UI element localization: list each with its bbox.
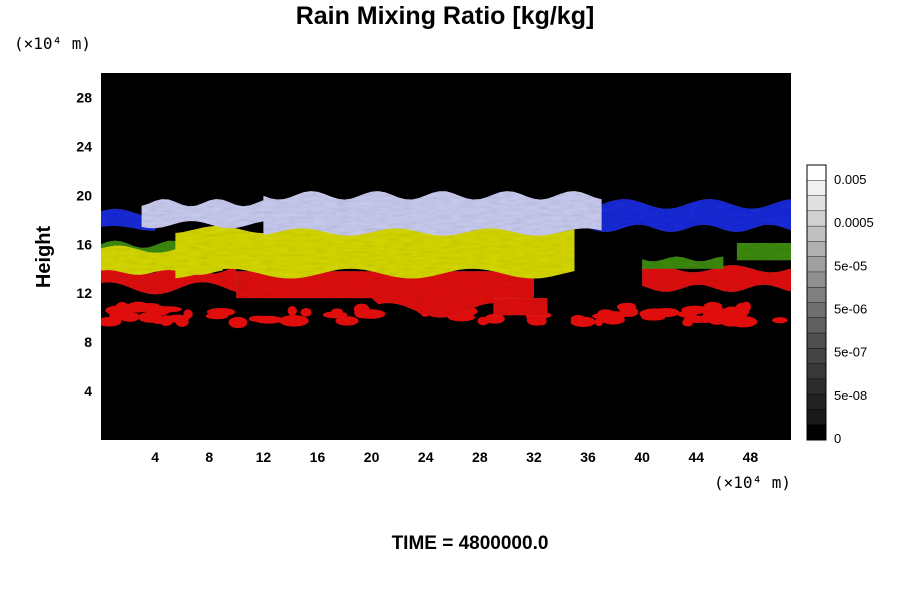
- red-cell: [640, 308, 669, 319]
- red-cell: [594, 317, 604, 327]
- red-cell: [538, 317, 547, 326]
- y-tick-label: 12: [76, 285, 92, 301]
- x-tick-label: 20: [364, 449, 380, 465]
- colorbar-tick-labels: 0.005 0.0005 5e-05 5e-06 5e-07 5e-08 0: [834, 172, 874, 446]
- colorbar-swatch: [806, 210, 827, 227]
- colorbar-swatch: [806, 180, 827, 197]
- y-tick-labels: 4 8 12 16 20 24 28: [76, 89, 92, 399]
- red-cell: [138, 311, 163, 323]
- y-tick-label: 20: [76, 187, 92, 203]
- x-unit-label: (×10⁴ m): [714, 473, 791, 492]
- red-cell: [300, 307, 312, 317]
- red-cell: [356, 309, 386, 319]
- blue-left: [101, 208, 156, 231]
- y-tick-label: 28: [76, 89, 92, 105]
- x-tick-label: 12: [256, 449, 272, 465]
- red-center-mass: [236, 271, 534, 318]
- red-cell: [616, 302, 634, 311]
- red-cell: [175, 316, 189, 327]
- red-cell: [248, 315, 270, 323]
- colorbar-tick-label: 0.0005: [834, 215, 874, 230]
- green-far-right: [736, 243, 791, 261]
- lavender-center: [263, 191, 602, 236]
- red-cell: [700, 315, 711, 324]
- colorbar-tick-label: 5e-06: [834, 302, 867, 317]
- x-tick-label: 24: [418, 449, 434, 465]
- colorbar-tick-label: 5e-05: [834, 258, 867, 273]
- colorbar-swatch: [806, 271, 827, 288]
- red-cell: [115, 302, 129, 313]
- red-cell: [126, 301, 151, 313]
- red-cell: [335, 316, 359, 326]
- colorbar-swatch: [806, 409, 827, 426]
- green-right: [642, 256, 724, 269]
- red-cell: [228, 316, 248, 329]
- chart-title: Rain Mixing Ratio [kg/kg]: [296, 2, 595, 30]
- x-tick-label: 40: [634, 449, 650, 465]
- red-right-mass: [642, 265, 791, 292]
- colorbar: [806, 164, 827, 441]
- colorbar-swatch: [806, 225, 827, 242]
- red-cell: [279, 315, 309, 327]
- red-cell: [677, 311, 698, 318]
- lavender-left: [141, 199, 277, 229]
- yellow-center: [175, 225, 575, 279]
- y-unit-label: (×10⁴ m): [14, 34, 91, 53]
- red-cell: [322, 311, 348, 319]
- red-cell: [742, 301, 751, 312]
- x-tick-label: 8: [205, 449, 213, 465]
- colorbar-frame: [806, 164, 827, 441]
- colorbar-swatch: [806, 164, 827, 181]
- colorbar-tick-label: 5e-08: [834, 388, 867, 403]
- y-tick-label: 24: [76, 138, 92, 154]
- colorbar-swatch: [806, 378, 827, 395]
- red-cell: [682, 318, 694, 327]
- colorbar-swatch: [806, 332, 827, 349]
- colorbar-tick-label: 0: [834, 431, 841, 446]
- y-tick-label: 4: [84, 383, 92, 399]
- red-cell: [205, 312, 229, 320]
- red-cell: [484, 313, 505, 324]
- colorbar-swatch: [806, 393, 827, 410]
- red-cell: [592, 313, 620, 320]
- red-drip: [493, 298, 548, 316]
- colorbar-swatch: [806, 363, 827, 380]
- colorbar-swatch: [806, 348, 827, 365]
- colorbar-swatch: [806, 424, 827, 441]
- colorbar-swatch: [806, 256, 827, 273]
- y-tick-label: 8: [84, 334, 92, 350]
- x-tick-label: 16: [310, 449, 326, 465]
- x-tick-label: 48: [743, 449, 759, 465]
- x-tick-label: 28: [472, 449, 488, 465]
- colorbar-swatch: [806, 241, 827, 258]
- blue-right: [588, 199, 791, 232]
- colorbar-tick-label: 5e-07: [834, 345, 867, 360]
- colorbar-swatch: [806, 302, 827, 319]
- y-tick-label: 16: [76, 236, 92, 252]
- rain-field: [101, 191, 791, 329]
- x-tick-label: 44: [689, 449, 705, 465]
- colorbar-swatch: [806, 195, 827, 212]
- colorbar-swatch: [806, 287, 827, 304]
- y-axis-label: Height: [33, 226, 55, 289]
- red-cell: [772, 317, 788, 324]
- colorbar-tick-label: 0.005: [834, 172, 867, 187]
- colorbar-swatch: [806, 317, 827, 334]
- time-label: TIME = 4800000.0: [392, 533, 549, 554]
- x-tick-label: 36: [580, 449, 596, 465]
- red-cell: [572, 317, 590, 327]
- x-tick-labels: 4 8 12 16 20 24 28 32 36 40 44 48: [151, 449, 758, 465]
- red-cell: [287, 306, 298, 316]
- red-cell: [719, 315, 743, 327]
- x-tick-label: 4: [151, 449, 159, 465]
- red-cell: [120, 311, 140, 322]
- x-tick-label: 32: [526, 449, 542, 465]
